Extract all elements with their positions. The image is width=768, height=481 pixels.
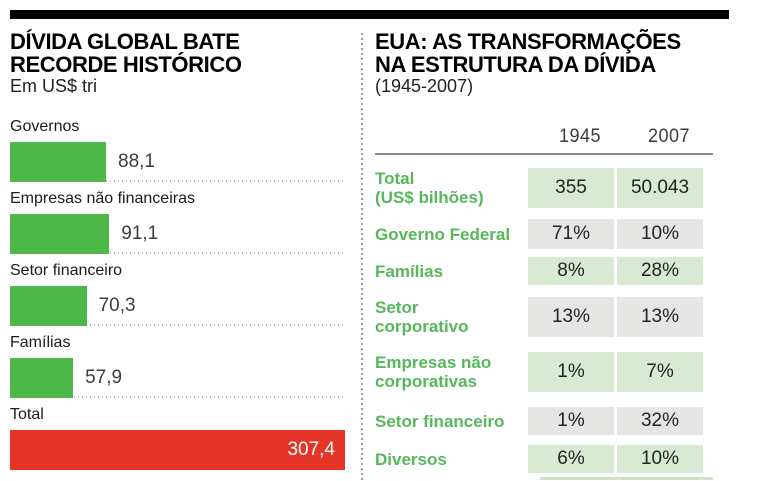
bar-value: 70,3 (98, 295, 136, 316)
table-row-empresas-nao-corporativas: Empresas não corporativas 1% 7% (375, 352, 713, 392)
cell-2007: 10% (617, 445, 703, 473)
cell-2007: 32% (617, 407, 703, 435)
bar-row: 57,9 (10, 358, 345, 398)
bar-group-empresas-nao-financeiras: Empresas não financeiras 91,1 (10, 190, 345, 254)
bar-governos (10, 142, 106, 182)
right-title-line1: EUA: AS TRANSFORMAÇÕES (375, 29, 681, 54)
row-label: Famílias (375, 261, 444, 281)
cell-1945: 1% (528, 352, 614, 392)
bar-group-setor-financeiro: Setor financeiro 70,3 (10, 262, 345, 326)
bar-group-governos: Governos 88,1 (10, 118, 345, 182)
right-panel-subtitle: (1945-2007) (375, 76, 474, 96)
table-column-headers: 1945 2007 (375, 126, 713, 148)
bar-value: 88,1 (118, 151, 155, 172)
row-label: Governo Federal (375, 224, 511, 244)
bar-setor-financeiro (10, 286, 87, 326)
column-header-2007: 2007 (647, 126, 691, 147)
left-panel-subtitle: Em US$ tri (10, 76, 98, 96)
column-header-1945: 1945 (558, 126, 602, 147)
cell-1945: 1% (528, 407, 614, 435)
row-label: Total (US$ bilhões) (375, 169, 484, 207)
table-row-familias: Famílias 8% 28% (375, 257, 713, 285)
table-row-diversos: Diversos 6% 10% (375, 445, 713, 473)
row-label: Setor corporativo (375, 298, 469, 336)
bar-group-total: Total 307,4 (10, 406, 345, 470)
cell-2007: 13% (617, 297, 703, 337)
bar-label: Total (10, 406, 44, 423)
right-panel-title: EUA: AS TRANSFORMAÇÕES NA ESTRUTURA DA D… (375, 30, 713, 76)
table-row-governo-federal: Governo Federal 71% 10% (375, 219, 713, 249)
bar-value: 57,9 (85, 367, 123, 388)
bar-label: Empresas não financeiras (10, 190, 195, 207)
left-panel-title: DÍVIDA GLOBAL BATE RECORDE HISTÓRICO (10, 30, 345, 76)
bar-group-familias: Famílias 57,9 (10, 334, 345, 398)
debt-structure-table: Total (US$ bilhões) 355 50.043 Governo F… (375, 168, 713, 473)
cell-1945: 13% (528, 297, 614, 337)
global-debt-panel: DÍVIDA GLOBAL BATE RECORDE HISTÓRICO Em … (10, 30, 345, 478)
table-row-total: Total (US$ bilhões) 355 50.043 (375, 168, 713, 208)
bar-row: 88,1 (10, 142, 345, 182)
usa-debt-structure-panel: EUA: AS TRANSFORMAÇÕES NA ESTRUTURA DA D… (375, 30, 713, 473)
header-rule (375, 153, 713, 155)
bar-label: Setor financeiro (10, 262, 123, 279)
bar-chart: Governos 88,1 Empresas não financeiras 9… (10, 118, 345, 470)
bar-row: 70,3 (10, 286, 345, 326)
cell-1945: 6% (528, 445, 614, 473)
panel-divider-dashed-line (361, 33, 363, 481)
row-label: Diversos (375, 449, 447, 469)
left-title-line2: RECORDE HISTÓRICO (10, 52, 242, 77)
bar-label: Governos (10, 118, 80, 135)
bar-value: 91,1 (121, 223, 159, 244)
bar-familias (10, 358, 74, 398)
cell-2007: 28% (617, 257, 703, 285)
bar-value-total: 307,4 (287, 439, 335, 460)
table-row-setor-financeiro: Setor financeiro 1% 32% (375, 407, 713, 435)
right-title-line2: NA ESTRUTURA DA DÍVIDA (375, 52, 656, 77)
table-row-setor-corporativo: Setor corporativo 13% 13% (375, 297, 713, 337)
cell-1945: 355 (528, 168, 614, 208)
bar-empresas-nao-financeiras (10, 214, 110, 254)
cell-1945: 71% (528, 219, 614, 249)
top-black-rule (10, 10, 729, 19)
cell-2007: 10% (617, 219, 703, 249)
row-label: Empresas não corporativas (375, 353, 492, 391)
cell-2007: 7% (617, 352, 703, 392)
table-bottom-edge-strip (540, 477, 713, 480)
left-title-line1: DÍVIDA GLOBAL BATE (10, 29, 240, 54)
bar-row-total: 307,4 (10, 430, 345, 470)
row-label: Setor financeiro (375, 411, 505, 431)
bar-label: Famílias (10, 334, 71, 351)
cell-1945: 8% (528, 257, 614, 285)
bar-total (10, 430, 345, 470)
cell-2007: 50.043 (617, 168, 703, 208)
bar-row: 91,1 (10, 214, 345, 254)
